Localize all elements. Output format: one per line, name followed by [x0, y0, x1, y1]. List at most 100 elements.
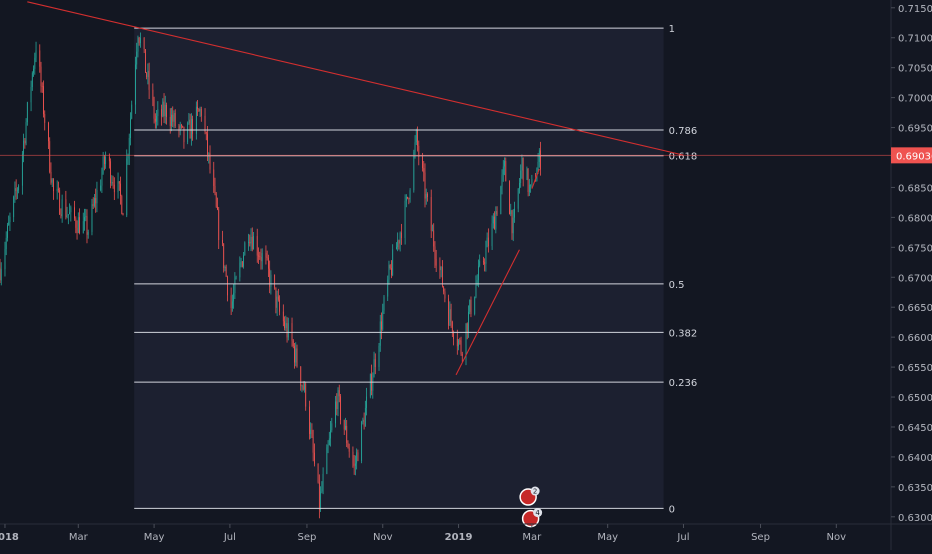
- candle: [190, 114, 191, 139]
- candle: [357, 450, 358, 462]
- candle: [253, 232, 254, 250]
- candle: [179, 124, 180, 137]
- x-tick-label: Sep: [298, 532, 317, 543]
- candle: [399, 240, 400, 250]
- candle: [278, 289, 279, 302]
- candle: [444, 288, 445, 302]
- candle: [104, 155, 105, 170]
- event-marker-count: 2: [533, 488, 537, 496]
- candle: [58, 182, 59, 193]
- x-tick-label: Nov: [827, 532, 847, 543]
- candle: [494, 211, 495, 229]
- candle: [22, 151, 23, 195]
- candle: [7, 223, 8, 242]
- candle: [539, 148, 540, 168]
- candle: [336, 393, 337, 415]
- candle: [348, 440, 349, 448]
- x-tick-label: Sep: [751, 532, 770, 543]
- candle: [391, 260, 392, 278]
- candle: [24, 138, 25, 149]
- candle: [400, 231, 401, 251]
- candle: [26, 118, 27, 145]
- candle: [241, 258, 242, 267]
- candle: [149, 63, 150, 99]
- candle: [344, 420, 345, 435]
- candle: [392, 244, 393, 276]
- candle: [287, 317, 288, 342]
- candle: [354, 455, 355, 475]
- candle: [523, 157, 524, 186]
- candle: [100, 179, 101, 191]
- candle: [232, 295, 233, 312]
- candle: [191, 113, 192, 145]
- candle: [136, 43, 137, 70]
- candle: [94, 194, 95, 208]
- candle: [267, 251, 268, 261]
- candle: [57, 180, 58, 199]
- candle: [175, 109, 176, 128]
- fib-level-label: 1: [669, 24, 675, 35]
- candle: [502, 169, 503, 194]
- candle: [75, 216, 76, 233]
- candle: [216, 192, 217, 208]
- candle: [162, 98, 163, 117]
- candle: [436, 250, 437, 272]
- candle: [312, 423, 313, 438]
- candle: [328, 440, 329, 453]
- x-axis[interactable]: 2018MarMayJulSepNov2019MarMayJulSepNov: [0, 524, 932, 543]
- candle: [218, 207, 219, 249]
- candle: [118, 173, 119, 199]
- candle: [53, 178, 54, 200]
- candle: [410, 188, 411, 203]
- candle: [326, 444, 327, 474]
- candle: [105, 152, 106, 169]
- candle: [407, 197, 408, 199]
- candle: [504, 157, 505, 175]
- candle: [268, 255, 269, 277]
- candle: [36, 42, 37, 62]
- candle: [471, 296, 472, 317]
- candle: [251, 228, 252, 251]
- candle: [27, 102, 28, 126]
- candle: [345, 418, 346, 430]
- candle: [466, 323, 467, 365]
- candle: [390, 264, 391, 270]
- candle: [60, 208, 61, 218]
- candle: [15, 181, 16, 202]
- candle: [530, 184, 531, 192]
- candle: [187, 121, 188, 144]
- candle: [266, 245, 267, 264]
- candle: [474, 296, 475, 315]
- candle: [423, 161, 424, 182]
- candle: [297, 345, 298, 368]
- candle: [34, 53, 35, 75]
- candle: [441, 266, 442, 277]
- candle: [440, 257, 441, 278]
- candle: [243, 252, 244, 269]
- candle: [69, 203, 70, 214]
- candle: [88, 230, 89, 239]
- candle: [313, 430, 314, 462]
- y-axis[interactable]: 0.715000.710000.705000.700000.695000.690…: [891, 0, 932, 550]
- candle: [425, 163, 426, 207]
- x-tick-label: Mar: [69, 532, 89, 543]
- candle: [5, 242, 6, 277]
- candle: [102, 168, 103, 193]
- x-tick-label: Jul: [223, 532, 236, 543]
- candle: [518, 188, 519, 212]
- x-tick-label: Nov: [373, 532, 393, 543]
- candle: [372, 372, 373, 398]
- candle: [529, 179, 530, 196]
- candle: [192, 116, 193, 141]
- candle: [349, 444, 350, 458]
- candle: [248, 234, 249, 251]
- candle: [497, 206, 498, 216]
